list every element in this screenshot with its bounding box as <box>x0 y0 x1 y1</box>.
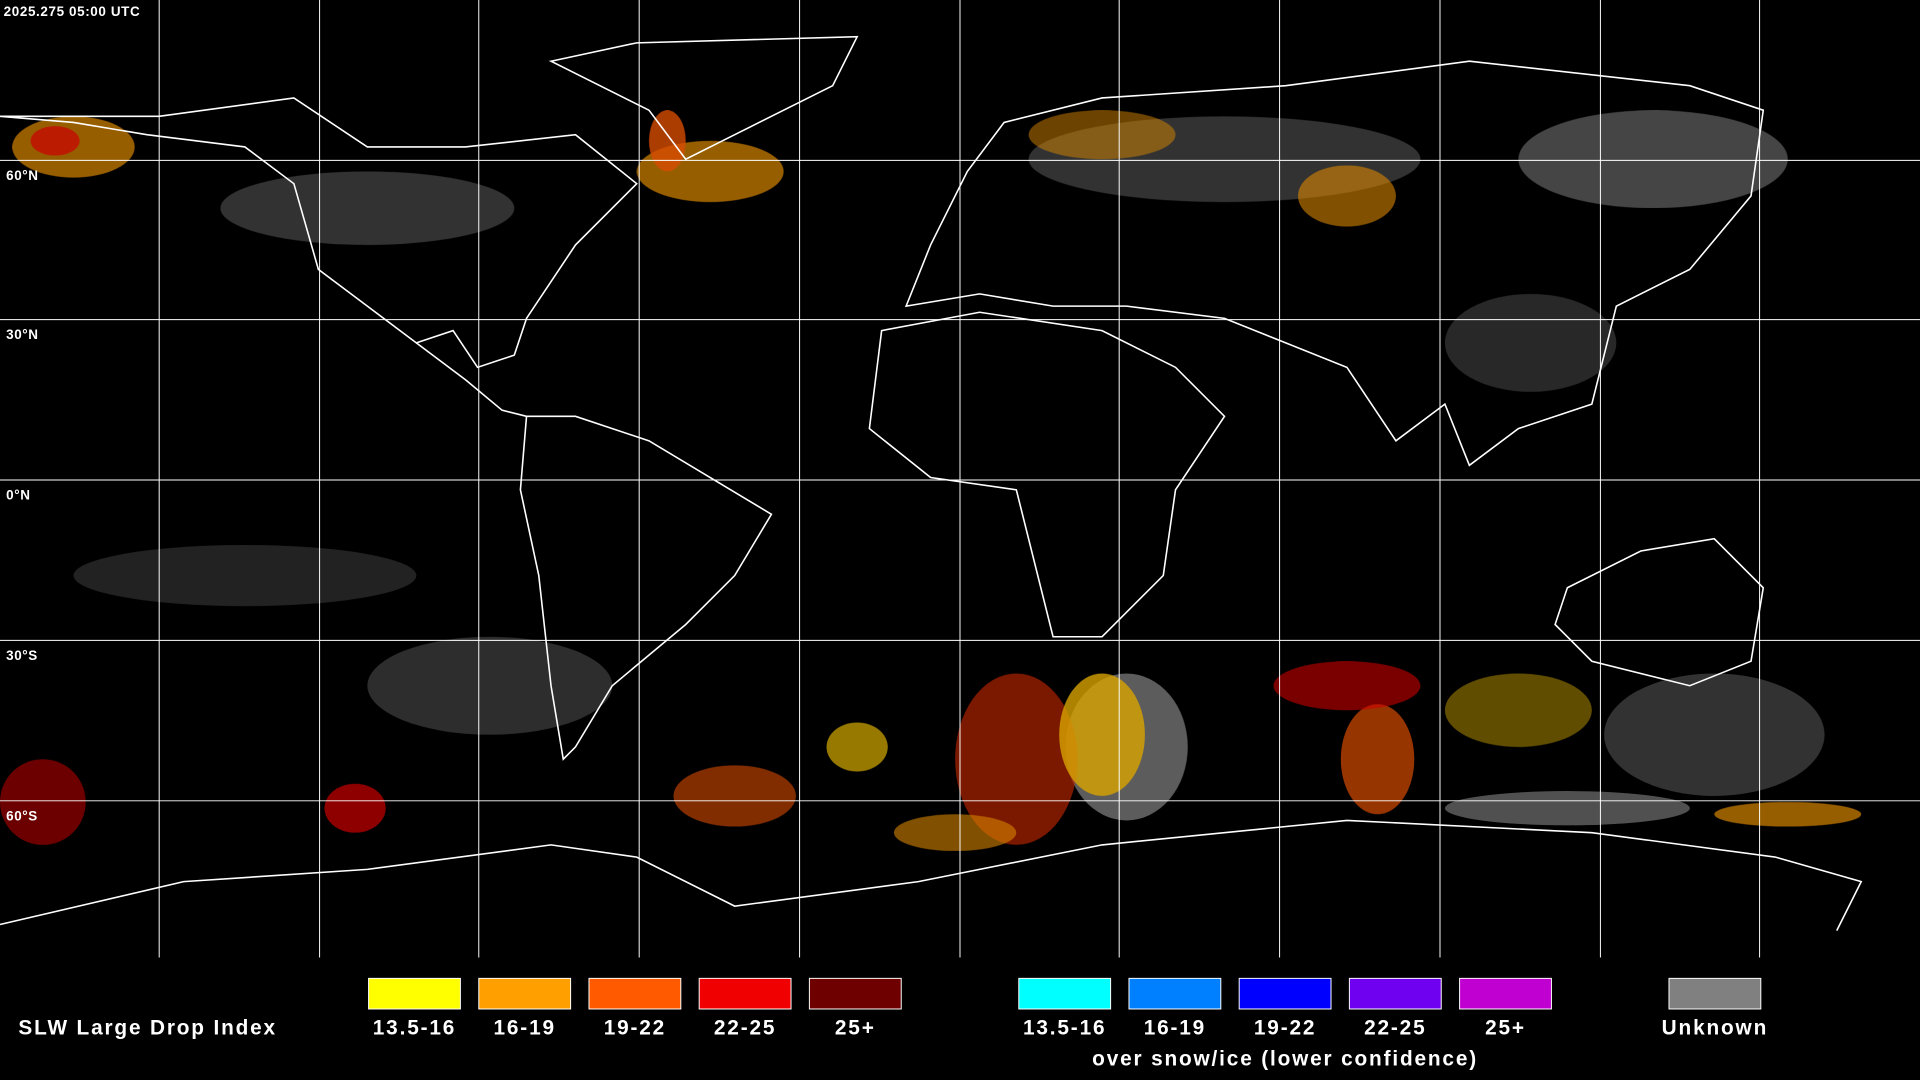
latitude-label: 60°S <box>6 808 38 823</box>
legend-swatch <box>1238 977 1332 1010</box>
latitude-label: 30°S <box>6 648 38 663</box>
legend-label: 19-22 <box>1254 1017 1316 1040</box>
legend-swatch <box>1348 977 1442 1010</box>
coastlines <box>0 35 1863 931</box>
legend-label: 22-25 <box>714 1017 776 1040</box>
legend-swatch <box>1128 977 1222 1010</box>
legend-swatch <box>698 977 792 1010</box>
legend-label: 16-19 <box>494 1017 556 1040</box>
legend-label: 19-22 <box>604 1017 666 1040</box>
legend-swatch <box>808 977 902 1010</box>
legend-label: 25+ <box>1485 1017 1526 1040</box>
legend-title: SLW Large Drop Index <box>18 1017 277 1040</box>
legend-swatch <box>1018 977 1112 1010</box>
legend-label: 13.5-16 <box>1023 1017 1106 1040</box>
legend-label: 13.5-16 <box>373 1017 456 1040</box>
legend-swatch <box>1459 977 1552 1010</box>
latitude-label: 0°N <box>6 488 30 503</box>
legend-swatch <box>588 977 682 1010</box>
legend-swatch <box>478 977 572 1010</box>
legend-label: 25+ <box>835 1017 876 1040</box>
cloud-field <box>0 110 1862 852</box>
legend-caption: over snow/ice (lower confidence) <box>1092 1047 1478 1070</box>
legend-label: 16-19 <box>1144 1017 1206 1040</box>
latitude-label: 60°N <box>6 168 39 183</box>
legend-label: 22-25 <box>1364 1017 1426 1040</box>
graticule <box>0 0 1920 958</box>
latitude-label: 30°N <box>6 327 39 342</box>
legend-swatch <box>368 977 461 1010</box>
timestamp: 2025.275 05:00 UTC <box>4 4 141 19</box>
legend-swatch <box>1668 977 1762 1010</box>
legend-label: Unknown <box>1662 1017 1768 1040</box>
